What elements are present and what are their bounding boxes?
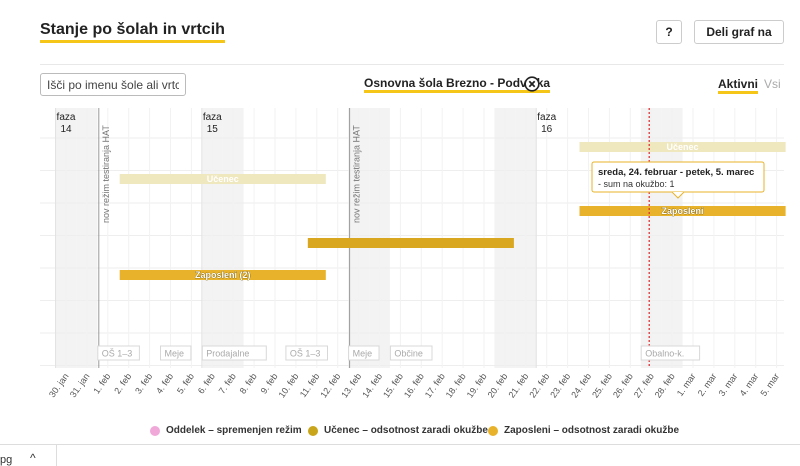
x-tick-label: 19. feb [465, 371, 489, 399]
event-chip-label: Občine [394, 349, 423, 359]
absence-bar-label: Zaposleni [662, 206, 704, 216]
phase-label: faza [203, 112, 222, 123]
x-tick-label: 21. feb [506, 371, 530, 399]
selected-school-label: Osnovna šola Brezno - Podvelka [364, 76, 551, 93]
event-chip-label: Meje [165, 349, 185, 359]
phase-number: 14 [60, 124, 72, 135]
absence-bar [307, 238, 514, 248]
event-chip [348, 345, 380, 361]
x-tick-label: 15. feb [381, 371, 405, 399]
x-tick-label: 5. mar [758, 371, 781, 398]
x-tick-label: 3. feb [133, 371, 154, 395]
x-tick-label: 24. feb [569, 371, 593, 399]
x-tick-label: 1. feb [91, 371, 112, 395]
x-tick-label: 18. feb [444, 371, 468, 399]
x-tick-label: 22. feb [527, 371, 551, 399]
x-tick-label: 4. feb [154, 371, 175, 395]
legend-item-oddelek[interactable]: Oddelek – spremenjen režim [150, 425, 302, 436]
phase-label: faza [57, 112, 76, 123]
x-tick-label: 5. feb [175, 371, 196, 395]
toggle-all[interactable]: Vsi [764, 77, 781, 91]
event-chip-label: OŠ 1–3 [102, 349, 133, 359]
x-tick-label: 2. feb [112, 371, 133, 395]
legend-label-zaposleni: Zaposleni – odsotnost zaradi okužbe [504, 425, 680, 436]
x-tick-label: 30. jan [47, 371, 71, 399]
absence-bar [119, 174, 326, 184]
absence-bar [579, 142, 786, 152]
legend-label-oddelek: Oddelek – spremenjen režim [166, 425, 302, 436]
absence-bar-label: Učenec [667, 142, 699, 152]
tooltip-title: sreda, 24. februar - petek, 5. marec [598, 167, 754, 178]
tooltip-line: - sum na okužbo: 1 [598, 179, 675, 189]
phase-number: 15 [207, 124, 219, 135]
school-search-input[interactable] [40, 73, 186, 96]
chart-legend: Oddelek – spremenjen režim Učenec – odso… [0, 425, 800, 439]
event-chip-label: OŠ 1–3 [290, 349, 321, 359]
x-tick-label: 2. mar [696, 371, 719, 398]
event-chip [285, 345, 328, 361]
x-tick-label: 8. feb [238, 371, 259, 395]
event-chip [201, 345, 267, 361]
chevron-up-icon[interactable]: ^ [30, 451, 36, 465]
tooltip-pointer [671, 191, 685, 199]
legend-item-ucenec[interactable]: Učenec – odsotnost zaradi okužbe [308, 425, 488, 436]
event-chip [160, 345, 192, 361]
legend-label-ucenec: Učenec – odsotnost zaradi okužbe [324, 425, 488, 436]
toggle-active[interactable]: Aktivni [718, 77, 759, 94]
legend-dot-ucenec [308, 425, 318, 436]
x-tick-label: 7. feb [217, 371, 238, 395]
x-tick-label: 16. feb [402, 371, 426, 399]
phase-number: 16 [541, 124, 553, 135]
event-chip [389, 345, 433, 361]
event-chip-label: Prodajalne [206, 349, 249, 359]
legend-item-zaposleni[interactable]: Zaposleni – odsotnost zaradi okužbe [488, 425, 679, 436]
event-chip-label: Meje [353, 349, 373, 359]
x-tick-label: 28. feb [653, 371, 677, 399]
x-tick-label: 26. feb [611, 371, 635, 399]
share-button[interactable]: Deli graf na [694, 20, 784, 44]
download-file-fragment[interactable]: pg [0, 454, 13, 466]
regime-marker-label: nov režim testiranja HAT [352, 125, 362, 223]
legend-dot-zaposleni [488, 425, 498, 436]
event-chip-label: Obalno-k. [645, 349, 684, 359]
x-tick-label: 3. mar [717, 371, 740, 398]
event-chip [97, 345, 140, 361]
event-chip [640, 345, 701, 361]
clear-selection-icon[interactable] [524, 76, 540, 92]
x-tick-label: 23. feb [548, 371, 572, 399]
x-tick-label: 9. feb [259, 371, 280, 395]
phase-label: faza [537, 112, 556, 123]
x-tick-label: 27. feb [632, 371, 656, 399]
absence-bar [579, 206, 786, 216]
help-button[interactable]: ? [656, 20, 682, 44]
x-tick-label: 13. feb [339, 371, 363, 399]
x-tick-label: 14. feb [360, 371, 384, 399]
download-bar-divider [56, 445, 57, 466]
absence-bar [119, 270, 326, 280]
x-tick-label: 17. feb [423, 371, 447, 399]
header-divider [40, 64, 784, 65]
x-tick-label: 4. mar [738, 371, 761, 398]
x-tick-label: 1. mar [675, 371, 698, 398]
x-tick-label: 25. feb [590, 371, 614, 399]
x-tick-label: 12. feb [318, 371, 342, 399]
page-title: Stanje po šolah in vrtcih [40, 20, 225, 43]
legend-dot-oddelek [150, 425, 160, 436]
regime-marker-label: nov režim testiranja HAT [101, 125, 111, 223]
x-tick-label: 11. feb [298, 371, 322, 399]
x-tick-label: 20. feb [486, 371, 510, 399]
x-tick-label: 31. jan [68, 371, 92, 399]
absence-bar-label: Učenec [207, 174, 239, 184]
x-tick-label: 10. feb [277, 371, 301, 399]
absence-bar-label: Zaposleni (2) [195, 270, 251, 280]
browser-download-bar: pg ^ [0, 444, 800, 466]
x-tick-label: 6. feb [196, 371, 217, 395]
